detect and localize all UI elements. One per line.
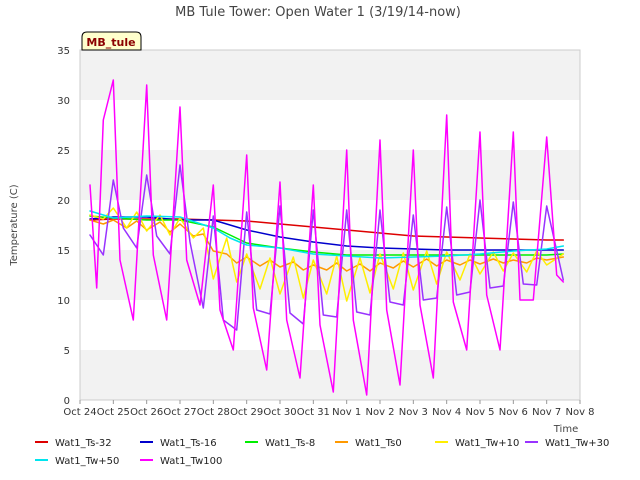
legend-item: Wat1_Ts-16 <box>140 438 217 449</box>
y-axis: 0 5 10 15 20 25 30 35 <box>57 46 70 407</box>
series-line-wat1-tw-50 <box>89 210 565 259</box>
x-tick-label: Oct 31 <box>297 407 330 418</box>
x-axis: Oct 24 Oct 25 Oct 26 Oct 27 Oct 28 Oct 29 Oct … <box>63 400 595 418</box>
x-axis-label: Time <box>553 424 578 435</box>
legend-label: Wat1_Ts-8 <box>265 438 315 449</box>
legend-item: Wat1_Ts0 <box>335 438 402 449</box>
grid-band <box>80 100 580 150</box>
site-tag-label: MB_tule <box>86 36 135 49</box>
x-tick-label: Nov 1 <box>332 407 361 418</box>
x-tick-label: Nov 5 <box>465 407 494 418</box>
legend-item: Wat1_Tw+30 <box>525 438 609 449</box>
legend-item: Wat1_Tw100 <box>140 456 222 467</box>
series-line-wat1-ts0 <box>89 219 565 272</box>
y-axis-label: Temperature (C) <box>9 184 20 266</box>
legend-label: Wat1_Tw+30 <box>545 438 609 449</box>
series-lines <box>89 79 565 396</box>
y-tick-label: 35 <box>57 46 70 57</box>
legend-label: Wat1_Ts0 <box>355 438 402 449</box>
x-tick-label: Nov 7 <box>532 407 561 418</box>
x-tick-label: Nov 8 <box>565 407 594 418</box>
y-tick-label: 20 <box>57 196 70 207</box>
x-tick-label: Oct 30 <box>263 407 296 418</box>
x-tick-label: Oct 25 <box>97 407 130 418</box>
series-line-wat1-ts-16 <box>89 216 565 251</box>
y-tick-label: 30 <box>57 96 70 107</box>
site-tag: MB_tule <box>81 31 142 51</box>
legend-label: Wat1_Tw+50 <box>55 456 119 467</box>
legend-label: Wat1_Tw100 <box>160 456 222 467</box>
x-tick-label: Oct 26 <box>130 407 163 418</box>
y-tick-label: 5 <box>64 346 70 357</box>
x-tick-label: Nov 2 <box>365 407 394 418</box>
y-tick-label: 10 <box>57 296 70 307</box>
legend: Wat1_Ts-32 Wat1_Ts-16 Wat1_Ts-8 Wat1_Ts0 Wat… <box>35 438 609 467</box>
series-line-wat1-tw-10 <box>89 207 565 302</box>
y-tick-label: 0 <box>64 396 70 407</box>
y-tick-label: 25 <box>57 146 70 157</box>
grid-band <box>80 150 580 200</box>
x-tick-label: Nov 6 <box>499 407 528 418</box>
legend-item: Wat1_Ts-32 <box>35 438 112 449</box>
x-tick-label: Oct 29 <box>230 407 263 418</box>
site-tag-box <box>81 31 142 51</box>
legend-item: Wat1_Ts-8 <box>245 438 315 449</box>
legend-label: Wat1_Ts-16 <box>160 438 217 449</box>
x-tick-label: Nov 4 <box>432 407 461 418</box>
x-tick-label: Oct 24 <box>63 407 96 418</box>
plot-frame <box>79 49 581 401</box>
y-tick-label: 15 <box>57 246 70 257</box>
legend-label: Wat1_Tw+10 <box>455 438 519 449</box>
series-line-wat1-tw100 <box>89 79 565 396</box>
series-line-wat1-tw-30 <box>89 164 565 331</box>
x-tick-label: Oct 28 <box>197 407 230 418</box>
legend-item: Wat1_Tw+10 <box>435 438 519 449</box>
x-tick-label: Nov 3 <box>399 407 428 418</box>
legend-item: Wat1_Tw+50 <box>35 456 119 467</box>
x-tick-label: Oct 27 <box>163 407 196 418</box>
chart-title: MB Tule Tower: Open Water 1 (3/19/14-now… <box>175 5 461 20</box>
grid-band <box>80 50 580 100</box>
grid-band <box>80 300 580 350</box>
legend-label: Wat1_Ts-32 <box>55 438 112 449</box>
